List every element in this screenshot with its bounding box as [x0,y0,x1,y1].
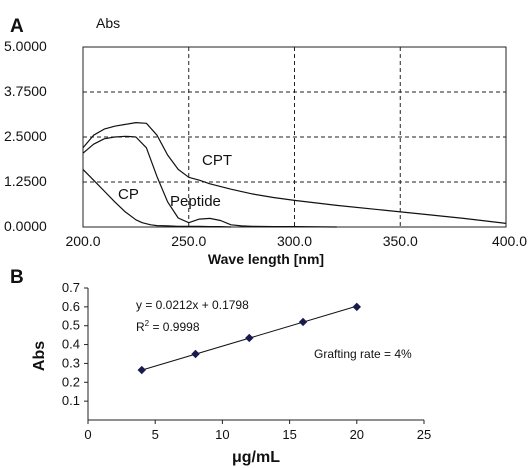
panel-b: B 0.1 0.2 0.3 0.4 0.5 0.6 0.7 0 5 10 15 20 25 y = 0… [10,267,431,466]
curve-label-cp: CP [118,186,139,203]
panel-b-y-ticks: 0.1 0.2 0.3 0.4 0.5 0.6 0.7 [62,280,88,408]
panel-b-y-tick-label: 0.1 [62,393,80,408]
panel-a-y-tick-label: 2.5000 [4,128,47,144]
curve-label-peptide: Peptide [170,193,221,210]
panel-b-points [137,302,362,375]
panel-b-y-tick-label: 0.6 [62,299,80,314]
panel-a-x-tick-label: 350.0 [383,233,418,249]
panel-b-data-point [352,302,362,312]
panel-a-x-tick-label: 200.0 [65,233,100,249]
panel-a-letter: A [10,16,24,37]
panel-a-x-ticks: 200.0 250.0 300.0 350.0 400.0 [65,233,527,249]
panel-b-data-point [298,317,308,327]
panel-b-y-tick-label: 0.3 [62,355,80,370]
panel-b-x-tick-label: 0 [84,427,91,442]
panel-b-x-tick-label: 15 [282,427,296,442]
grafting-rate-annotation: Grafting rate = 4% [314,347,412,361]
panel-a-y-tick-label: 5.0000 [4,38,47,54]
panel-b-y-tick-label: 0.4 [62,337,80,352]
panel-a-y-tick-label: 0.0000 [4,218,47,234]
panel-a-x-tick-label: 250.0 [171,233,206,249]
series-line-peptide [82,135,337,228]
panel-a-y-axis-label: Abs [96,15,120,31]
panel-b-data-point [245,333,254,343]
panel-a-y-tick-label: 3.7500 [4,83,47,99]
panel-b-y-tick-label: 0.2 [62,374,80,389]
panel-a-x-axis-label: Wave length [nm] [208,251,324,267]
fit-equation: y = 0.0212x + 0.1798 [136,298,249,312]
panel-b-letter: B [10,267,24,288]
panel-a: A Abs 5.0000 3.7500 2.5000 1.2500 0.0000 200… [4,15,527,267]
panel-a-x-tick-label: 300.0 [277,233,312,249]
panel-b-x-axis-label: μg/mL [232,449,280,466]
fit-r-squared: R2 = 0.9998 [136,319,200,334]
panel-b-x-ticks: 0 5 10 15 20 25 [84,420,431,442]
panel-b-x-tick-label: 10 [215,427,229,442]
panel-b-y-tick-label: 0.7 [62,280,80,295]
panel-b-y-tick-label: 0.5 [62,318,80,333]
panel-b-x-tick-label: 20 [350,427,364,442]
panel-a-x-tick-label: 400.0 [492,233,527,249]
panel-b-data-point [137,365,146,375]
panel-b-y-axis-label: Abs [31,341,48,371]
panel-b-x-tick-label: 25 [417,427,431,442]
panel-a-curves [82,121,507,228]
panel-a-grid [83,47,506,227]
panel-a-y-tick-label: 1.2500 [4,173,47,189]
series-line-cpt [82,121,507,224]
panel-b-data-point [191,349,200,359]
series-line-cp [82,168,232,228]
panel-b-x-tick-label: 5 [152,427,159,442]
curve-label-cpt: CPT [202,152,232,169]
panel-a-y-ticks: 5.0000 3.7500 2.5000 1.2500 0.0000 [4,38,47,234]
